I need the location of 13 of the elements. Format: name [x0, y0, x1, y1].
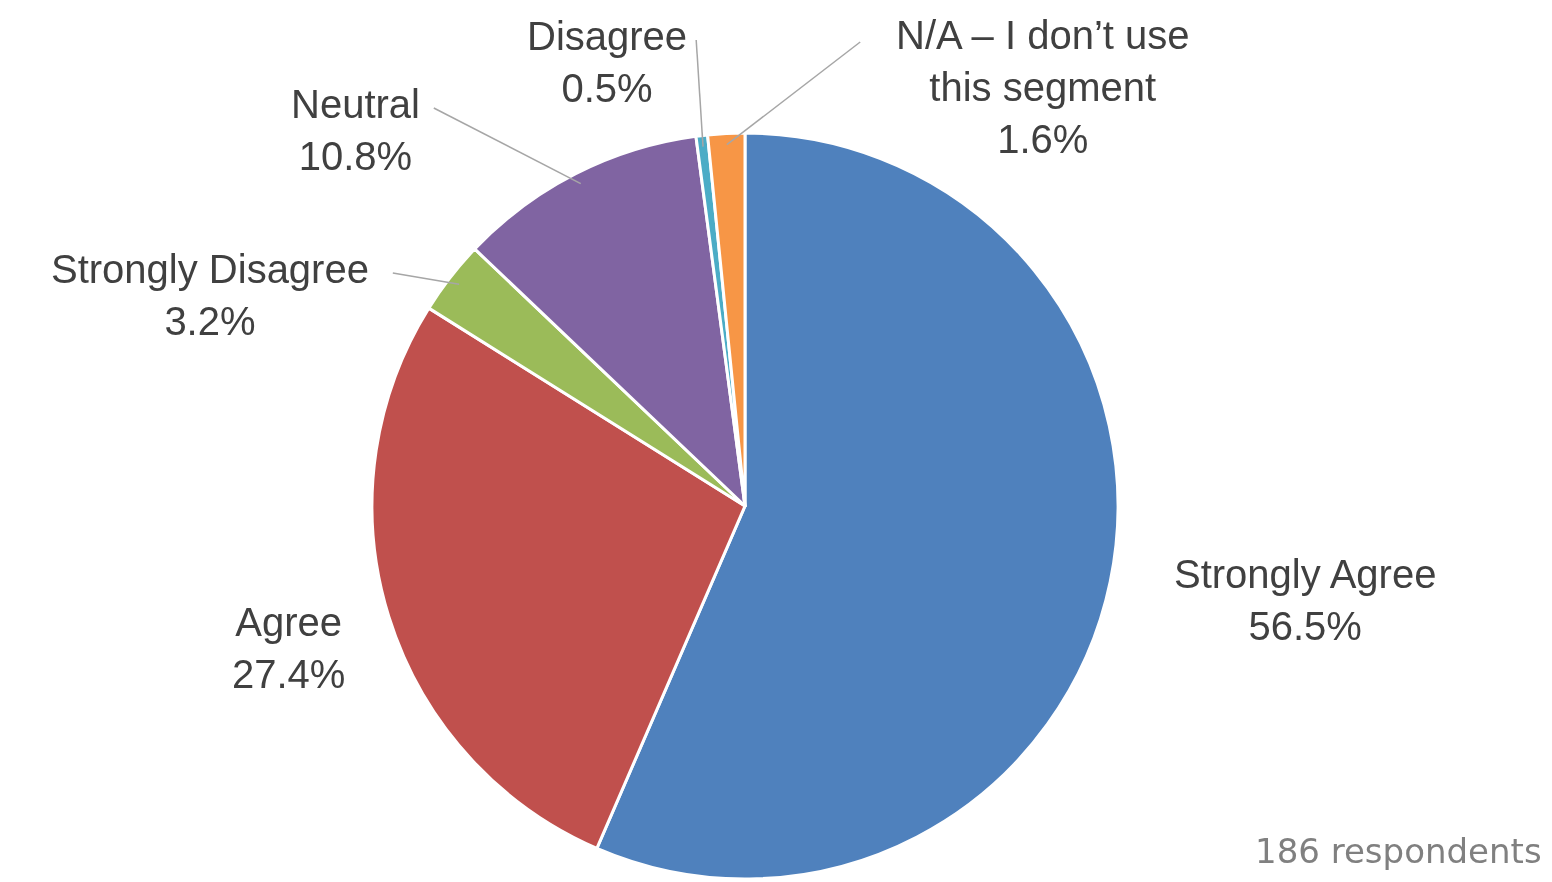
data-label: 0.5% — [561, 66, 653, 110]
slice-label: Disagree — [527, 14, 688, 58]
slice-label: Strongly Disagree — [51, 247, 369, 291]
slice-label: Agree — [235, 600, 343, 644]
slice-label: Strongly Agree — [1174, 552, 1437, 596]
data-label: 3.2% — [164, 299, 256, 343]
data-label: 1.6% — [997, 117, 1089, 161]
data-label: 56.5% — [1248, 604, 1362, 648]
slice-label: Neutral — [291, 82, 420, 126]
data-label: 27.4% — [232, 652, 346, 696]
text: 186 respondents — [1255, 831, 1542, 871]
data-label: 10.8% — [298, 134, 413, 178]
slice-label: N/A – I don’t use this segment — [896, 13, 1190, 109]
